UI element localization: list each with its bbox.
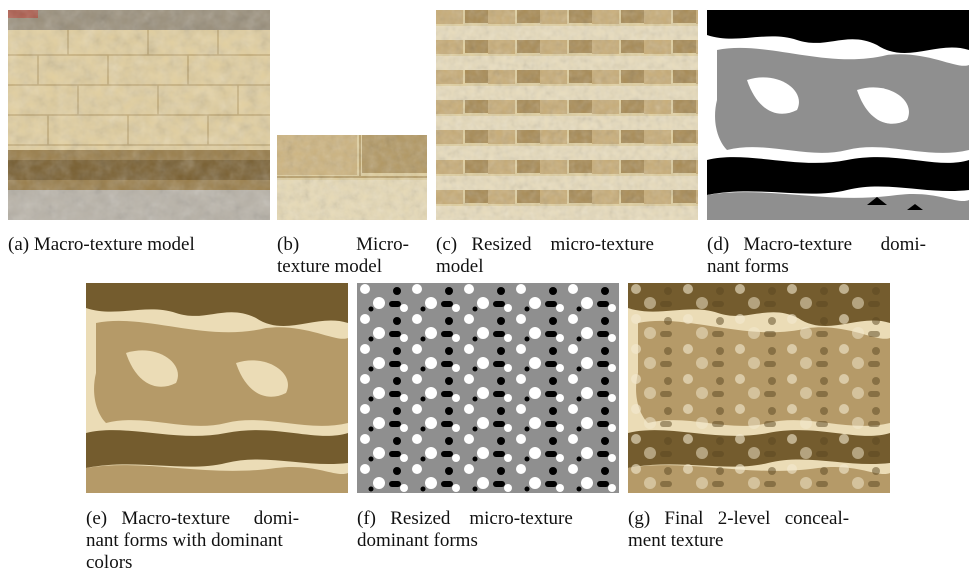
caption-b: (b) Micro- texture model	[277, 234, 429, 278]
caption-f-line-1: (f) Resized micro-texture	[357, 508, 573, 529]
caption-f-line-2: dominant forms	[357, 530, 478, 551]
caption-f: (f) Resized micro-texture dominant forms	[357, 508, 627, 552]
caption-a: (a) Macro-texture model	[8, 234, 270, 256]
caption-b-line-1: (b) Micro-	[277, 234, 409, 255]
caption-g-line-2: ment texture	[628, 530, 724, 551]
caption-e-line-2: nant forms with dominant	[86, 530, 283, 551]
caption-c-line-1: (c) Resized micro-texture	[436, 234, 654, 255]
panel-b-micro-texture-image	[277, 135, 427, 220]
panel-a-macro-texture-image	[8, 10, 270, 220]
caption-e-line-3: colors	[86, 552, 133, 573]
caption-d-line-2: nant forms	[707, 256, 789, 277]
caption-c: (c) Resized micro-texture model	[436, 234, 706, 278]
caption-d: (d) Macro-texture domi- nant forms	[707, 234, 969, 278]
panel-e-dominant-forms-colors-image	[86, 283, 348, 493]
caption-e: (e) Macro-texture domi- nant forms with …	[86, 508, 348, 574]
caption-d-line-1: (d) Macro-texture domi-	[707, 234, 926, 255]
panel-c-resized-micro-texture-image	[436, 10, 698, 220]
panel-g-final-concealment-texture-image	[628, 283, 890, 493]
panel-f-resized-micro-dominant-forms-image	[357, 283, 619, 493]
caption-c-line-2: model	[436, 256, 484, 277]
caption-g: (g) Final 2-level conceal- ment texture	[628, 508, 898, 552]
caption-g-line-1: (g) Final 2-level conceal-	[628, 508, 850, 529]
caption-b-line-2: texture model	[277, 256, 382, 277]
caption-e-line-1: (e) Macro-texture domi-	[86, 508, 300, 529]
caption-a-line-1: (a) Macro-texture model	[8, 234, 195, 255]
panel-d-macro-dominant-forms-image	[707, 10, 969, 220]
